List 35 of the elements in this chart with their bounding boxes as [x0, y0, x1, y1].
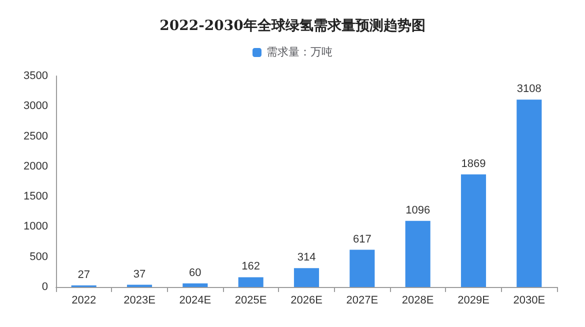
data-label: 1869: [461, 158, 486, 170]
legend-label: 需求量：万吨: [266, 46, 332, 58]
data-label: 314: [297, 252, 316, 264]
y-tick-label: 0: [42, 281, 48, 293]
data-label: 1096: [406, 204, 430, 216]
x-tick-label: 2027E: [346, 294, 378, 306]
x-tick-label: 2030E: [513, 294, 546, 306]
x-tick-label: 2022: [72, 294, 96, 306]
x-tick-label: 2023E: [124, 294, 156, 306]
bar: [516, 100, 542, 287]
y-tick-label: 500: [30, 250, 48, 263]
y-tick-label: 1000: [24, 220, 48, 233]
y-tick-label: 3500: [24, 70, 48, 82]
bar: [405, 220, 430, 287]
data-label: 3108: [516, 83, 542, 96]
data-label: 162: [242, 260, 260, 273]
bar: [350, 250, 375, 287]
data-label: 617: [352, 233, 372, 246]
data-label: 27: [78, 268, 90, 281]
bar: [294, 268, 320, 287]
data-label: 37: [133, 268, 146, 280]
chart-title: 2022-2030年全球绿氢需求量预测趋势图: [160, 18, 426, 34]
bar: [182, 283, 208, 287]
x-tick-label: 2025E: [234, 294, 267, 306]
y-tick-label: 3000: [24, 100, 48, 112]
x-tick-label: 2028E: [402, 294, 434, 306]
y-tick-label: 1500: [24, 190, 48, 203]
y-tick-label: 2500: [24, 130, 48, 142]
x-tick-label: 2024E: [179, 294, 212, 306]
x-tick-label: 2029E: [458, 294, 490, 306]
bar: [238, 277, 264, 287]
bar: [460, 174, 486, 287]
x-tick-label: 2026E: [290, 294, 322, 306]
y-tick-label: 2000: [24, 160, 48, 172]
data-label: 60: [189, 266, 202, 279]
